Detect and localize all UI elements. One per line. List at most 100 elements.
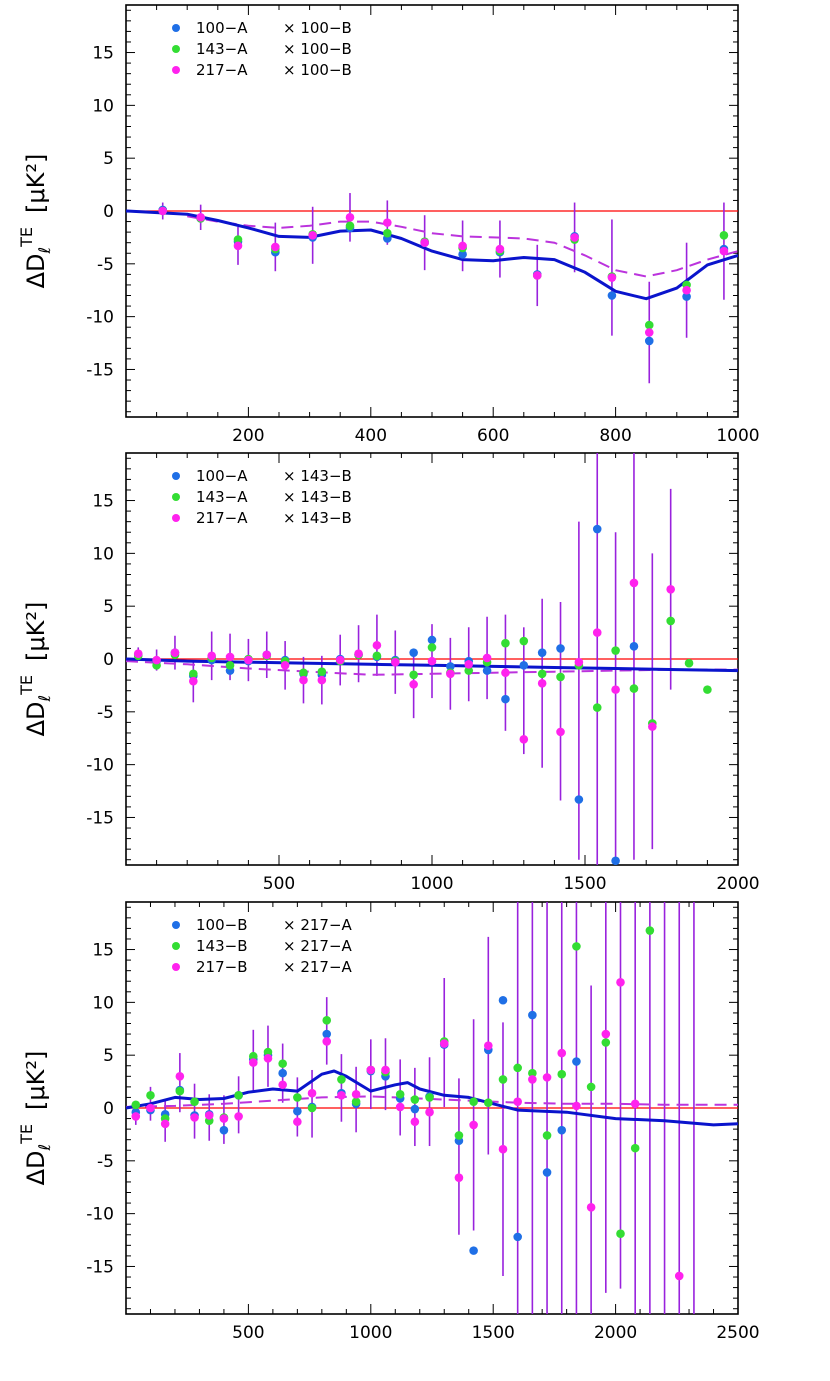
data-point bbox=[411, 1095, 420, 1104]
legend-label: 100−A bbox=[196, 19, 248, 37]
legend-marker bbox=[172, 921, 180, 929]
data-point bbox=[409, 671, 418, 680]
x-tick-label: 1000 bbox=[716, 426, 759, 446]
data-point bbox=[556, 673, 565, 682]
data-point bbox=[226, 653, 235, 662]
data-point bbox=[308, 1089, 317, 1098]
legend-partner: × 143−B bbox=[283, 509, 352, 527]
data-point bbox=[720, 247, 729, 256]
data-point bbox=[196, 213, 205, 222]
data-point bbox=[630, 684, 639, 693]
data-point bbox=[611, 685, 620, 694]
legend: 100−A × 100−B 143−A × 100−B 217−A × 100−B bbox=[172, 19, 352, 79]
legend-partner: × 100−B bbox=[283, 19, 352, 37]
legend-partner: × 217−A bbox=[283, 916, 353, 934]
series-3 bbox=[131, 978, 683, 1280]
data-point bbox=[646, 926, 655, 935]
data-point bbox=[176, 1087, 185, 1096]
legend: 100−B × 217−A143−B × 217−A217−B × 217−A bbox=[172, 916, 353, 976]
legend-label: 100−B bbox=[196, 916, 248, 934]
x-tick-label: 2000 bbox=[594, 1323, 637, 1343]
data-point bbox=[381, 1066, 390, 1075]
legend-marker bbox=[172, 963, 180, 971]
legend-label: 143−B bbox=[196, 937, 248, 955]
data-point bbox=[352, 1097, 361, 1106]
data-point bbox=[293, 1107, 302, 1116]
data-point bbox=[455, 1131, 464, 1140]
y-tick-label: 5 bbox=[103, 1046, 114, 1066]
data-point bbox=[682, 286, 691, 295]
ylabel-delta: ΔD bbox=[22, 1150, 50, 1185]
data-point bbox=[220, 1114, 229, 1123]
data-point bbox=[520, 637, 529, 646]
data-point bbox=[373, 641, 382, 650]
data-point bbox=[469, 1097, 478, 1106]
data-point bbox=[244, 656, 253, 665]
y-tick-label: 10 bbox=[92, 96, 114, 116]
ylabel-sup: TE bbox=[17, 675, 36, 696]
data-point bbox=[262, 650, 271, 659]
data-point bbox=[346, 213, 355, 222]
data-point bbox=[367, 1066, 376, 1075]
data-point bbox=[520, 735, 529, 744]
data-point bbox=[299, 676, 308, 685]
legend-marker bbox=[172, 66, 180, 74]
x-tick-label: 1000 bbox=[410, 874, 453, 894]
ylabel-delta: ΔD bbox=[22, 701, 50, 736]
legend-partner: × 143−B bbox=[283, 488, 352, 506]
x-tick-label: 500 bbox=[232, 1323, 264, 1343]
legend-label: 217−B bbox=[196, 958, 248, 976]
y-tick-label: 15 bbox=[92, 941, 114, 961]
data-point bbox=[608, 291, 617, 300]
ylabel-sub: ℓ bbox=[35, 247, 54, 255]
data-point bbox=[293, 1093, 302, 1102]
data-point bbox=[234, 242, 243, 251]
data-point bbox=[464, 660, 473, 669]
data-point bbox=[322, 1016, 331, 1025]
data-point bbox=[685, 659, 694, 668]
data-point bbox=[631, 1144, 640, 1153]
data-point bbox=[428, 643, 437, 652]
data-point bbox=[587, 1083, 596, 1092]
data-point bbox=[318, 676, 327, 685]
data-point bbox=[499, 1145, 508, 1154]
data-point bbox=[593, 628, 602, 637]
ylabel-units: [μK²] bbox=[22, 602, 50, 661]
x-tick-label: 800 bbox=[599, 426, 631, 446]
data-point bbox=[543, 1073, 552, 1082]
data-point bbox=[501, 695, 510, 704]
data-point bbox=[630, 579, 639, 588]
data-point bbox=[593, 525, 602, 534]
data-point bbox=[616, 1229, 625, 1238]
y-tick-label: -5 bbox=[97, 703, 114, 723]
series-1 bbox=[134, 525, 638, 865]
data-point bbox=[469, 1246, 478, 1255]
data-point bbox=[278, 1069, 287, 1078]
data-point bbox=[234, 1091, 243, 1100]
data-point bbox=[675, 1272, 684, 1281]
data-point bbox=[383, 218, 392, 227]
y-tick-label: -10 bbox=[86, 756, 114, 776]
data-point bbox=[146, 1091, 155, 1100]
data-point bbox=[587, 1203, 596, 1212]
panel-1: -15 -10 -5 0 5 10 15 200 400 600 800 1000 100−A × 100… bbox=[17, 5, 760, 446]
panel-3: -15 -10 -5 0 5 10 15 500 1000 1500 2000 2500 100−B × … bbox=[17, 676, 760, 1381]
data-point bbox=[528, 1075, 537, 1084]
y-tick-label: 10 bbox=[92, 993, 114, 1013]
data-point bbox=[161, 1120, 170, 1129]
x-tick-label: 600 bbox=[477, 426, 509, 446]
data-point bbox=[469, 1121, 478, 1130]
data-point bbox=[396, 1090, 405, 1099]
y-tick-label: -10 bbox=[86, 1205, 114, 1225]
data-point bbox=[336, 656, 345, 665]
data-point bbox=[226, 661, 235, 670]
data-point bbox=[281, 661, 290, 670]
x-tick-label: 2000 bbox=[716, 874, 759, 894]
data-point bbox=[520, 661, 529, 670]
legend-label: 143−A bbox=[196, 40, 248, 58]
data-point bbox=[533, 271, 542, 280]
ylabel-sub: ℓ bbox=[35, 695, 54, 703]
x-tick-label: 1500 bbox=[563, 874, 606, 894]
figure: -15-10-5051015200 400 600 800 1000100−A × 100… bbox=[0, 0, 830, 1381]
data-point bbox=[608, 273, 617, 282]
